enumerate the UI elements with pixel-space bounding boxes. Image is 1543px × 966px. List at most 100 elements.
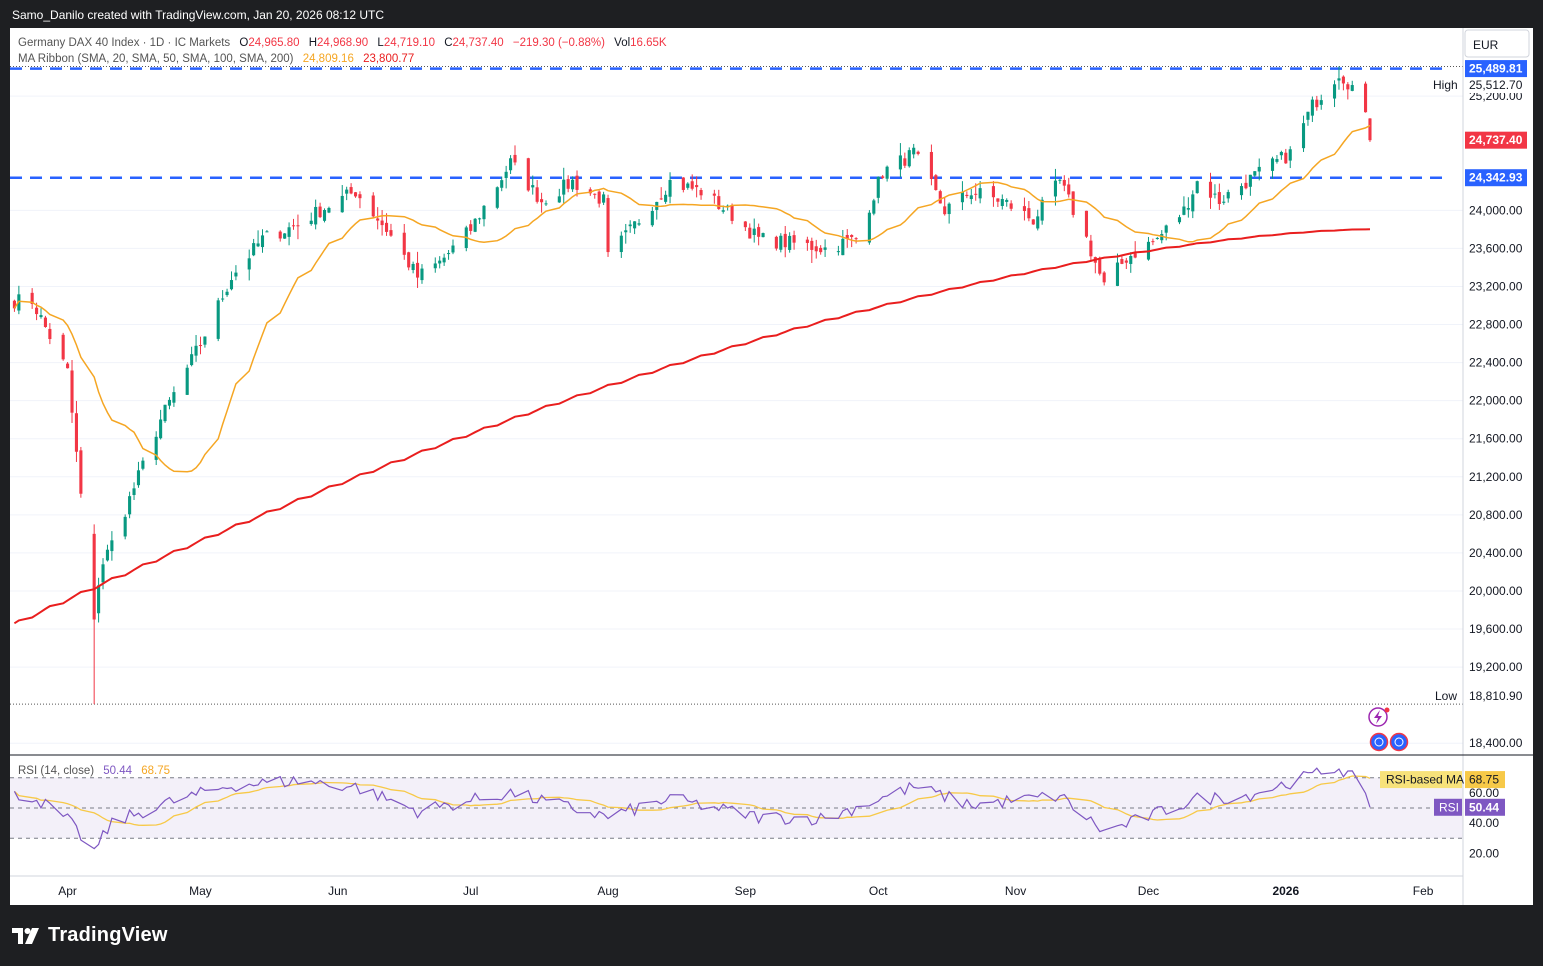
candle-body[interactable] <box>1177 217 1182 223</box>
candle-body[interactable] <box>229 280 234 290</box>
candle-body[interactable] <box>407 252 411 268</box>
candle-body[interactable] <box>420 268 424 281</box>
candle-body[interactable] <box>61 334 65 360</box>
candle-body[interactable] <box>783 233 787 248</box>
candle-body[interactable] <box>588 189 592 194</box>
upper-level-tag[interactable]: 25,489.81 <box>1465 60 1527 78</box>
candle-body[interactable] <box>1310 99 1314 116</box>
candle-body[interactable] <box>885 166 889 179</box>
candle-body[interactable] <box>712 193 716 196</box>
candle-body[interactable] <box>659 198 663 200</box>
candle-body[interactable] <box>136 470 141 486</box>
candle-body[interactable] <box>575 175 579 190</box>
candle-body[interactable] <box>123 516 127 537</box>
candle-body[interactable] <box>411 263 415 271</box>
candle-body[interactable] <box>664 194 668 202</box>
candle-body[interactable] <box>903 158 907 166</box>
rsi-ma-tag[interactable]: RSI-based MA 68.75 <box>1380 771 1505 789</box>
candle-body[interactable] <box>198 345 203 347</box>
candle-body[interactable] <box>340 195 344 213</box>
rsi-tag[interactable]: RSI 50.44 <box>1434 798 1505 816</box>
candle-body[interactable] <box>1253 171 1257 176</box>
candle-body[interactable] <box>128 496 132 515</box>
candle-body[interactable] <box>43 317 47 327</box>
candle-body[interactable] <box>757 227 761 237</box>
candle-body[interactable] <box>876 177 880 198</box>
candle-body[interactable] <box>172 392 176 403</box>
candle-body[interactable] <box>495 187 499 208</box>
candle-body[interactable] <box>1040 199 1044 221</box>
candle-body[interactable] <box>881 176 885 178</box>
candle-body[interactable] <box>141 460 145 469</box>
candle-body[interactable] <box>947 203 951 215</box>
candles[interactable] <box>12 66 1372 705</box>
candle-body[interactable] <box>1337 78 1341 81</box>
candle-body[interactable] <box>1284 152 1288 164</box>
candle-body[interactable] <box>907 150 911 167</box>
candle-body[interactable] <box>867 212 871 243</box>
candle-body[interactable] <box>774 236 778 249</box>
candle-body[interactable] <box>79 450 83 494</box>
price-axis[interactable]: 25,200.0024,000.0023,600.0023,200.0022,8… <box>1469 89 1523 860</box>
candle-body[interactable] <box>695 185 699 188</box>
candle-body[interactable] <box>1341 76 1345 84</box>
candle-body[interactable] <box>721 210 725 212</box>
candle-body[interactable] <box>256 243 260 247</box>
candle-body[interactable] <box>566 179 570 189</box>
candle-body[interactable] <box>730 205 734 221</box>
candle-body[interactable] <box>380 220 384 226</box>
globe-icon[interactable] <box>1369 732 1389 752</box>
candle-body[interactable] <box>500 180 504 188</box>
candle-body[interactable] <box>1332 84 1337 99</box>
candle-body[interactable] <box>265 231 269 233</box>
candle-body[interactable] <box>1058 179 1062 181</box>
candle-body[interactable] <box>447 253 451 255</box>
candle-body[interactable] <box>318 206 322 218</box>
candle-body[interactable] <box>1350 85 1354 91</box>
candle-body[interactable] <box>965 194 969 197</box>
candle-body[interactable] <box>478 218 482 220</box>
candle-body[interactable] <box>287 227 291 237</box>
candle-body[interactable] <box>110 540 114 552</box>
candle-body[interactable] <box>389 230 393 236</box>
candle-body[interactable] <box>1098 259 1102 274</box>
candle-body[interactable] <box>48 328 52 340</box>
candle-body[interactable] <box>1031 219 1035 225</box>
lightning-icon[interactable] <box>1368 707 1390 727</box>
candle-body[interactable] <box>1164 225 1168 233</box>
candle-body[interactable] <box>358 194 362 199</box>
legend[interactable]: Germany DAX 40 Index · 1D · IC Markets O… <box>18 37 667 65</box>
candle-body[interactable] <box>203 336 207 345</box>
candle-body[interactable] <box>597 191 601 204</box>
candle-body[interactable] <box>571 179 575 190</box>
candle-body[interactable] <box>309 220 313 224</box>
candle-body[interactable] <box>402 232 406 255</box>
candle-body[interactable] <box>593 193 597 195</box>
candle-body[interactable] <box>1288 149 1292 161</box>
currency-selector[interactable]: EUR <box>1464 29 1530 58</box>
candle-body[interactable] <box>531 185 535 188</box>
candle-body[interactable] <box>234 272 238 277</box>
candle-body[interactable] <box>1120 259 1124 264</box>
candle-body[interactable] <box>322 210 327 221</box>
candle-body[interactable] <box>97 585 101 614</box>
candle-body[interactable] <box>929 151 933 179</box>
candle-body[interactable] <box>823 247 827 250</box>
candle-body[interactable] <box>544 203 548 205</box>
candle-body[interactable] <box>1363 83 1368 113</box>
candle-body[interactable] <box>752 228 756 235</box>
candle-body[interactable] <box>805 239 809 243</box>
candle-body[interactable] <box>327 207 331 213</box>
candle-body[interactable] <box>1089 240 1093 257</box>
candle-body[interactable] <box>451 245 455 253</box>
candle-body[interactable] <box>996 198 1000 202</box>
candle-body[interactable] <box>260 235 265 248</box>
candle-body[interactable] <box>384 222 389 232</box>
candle-body[interactable] <box>513 154 517 163</box>
candle-body[interactable] <box>991 186 995 198</box>
candle-body[interactable] <box>960 191 964 203</box>
candle-body[interactable] <box>225 291 229 296</box>
candle-body[interactable] <box>1244 182 1248 189</box>
candle-body[interactable] <box>105 549 110 561</box>
candle-body[interactable] <box>154 436 158 460</box>
